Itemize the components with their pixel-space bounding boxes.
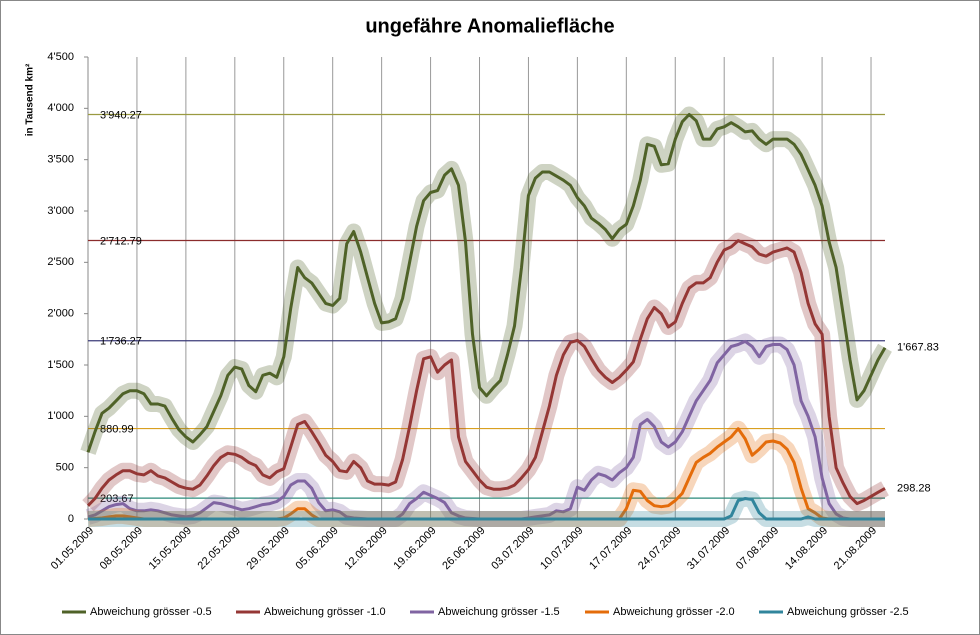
y-tick-label: 3'000 xyxy=(47,205,74,217)
legend-label: Abweichung grösser -2.0 xyxy=(613,606,735,618)
legend-label: Abweichung grösser -1.0 xyxy=(264,606,386,618)
reference-label: 1'736.27 xyxy=(100,336,142,348)
legend-label: Abweichung grösser -0.5 xyxy=(90,606,212,618)
y-tick-label: 1'500 xyxy=(47,359,74,371)
reference-label: 203.67 xyxy=(100,493,134,505)
reference-label: 880.99 xyxy=(100,423,134,435)
series-line xyxy=(88,497,885,521)
reference-label: 2'712.79 xyxy=(100,235,142,247)
y-tick-label: 1'000 xyxy=(47,410,74,422)
y-tick-label: 4'500 xyxy=(47,51,74,63)
y-tick-label: 500 xyxy=(56,462,74,474)
y-axis-label: in Tausend km² xyxy=(25,63,36,136)
end-label: 298.28 xyxy=(897,482,931,494)
y-tick-label: 3'500 xyxy=(47,154,74,166)
reference-label: 3'940.27 xyxy=(100,109,142,121)
y-tick-label: 0 xyxy=(68,513,74,525)
legend-label: Abweichung grösser -1.5 xyxy=(438,606,560,618)
chart-title: ungefähre Anomaliefläche xyxy=(365,15,614,37)
series-line xyxy=(86,239,886,507)
y-tick-label: 2'000 xyxy=(47,308,74,320)
end-label: 1'667.83 xyxy=(897,342,939,354)
y-tick-label: 4'000 xyxy=(47,102,74,114)
series-line xyxy=(86,113,887,453)
y-tick-label: 2'500 xyxy=(47,256,74,268)
legend-label: Abweichung grösser -2.5 xyxy=(787,606,909,618)
